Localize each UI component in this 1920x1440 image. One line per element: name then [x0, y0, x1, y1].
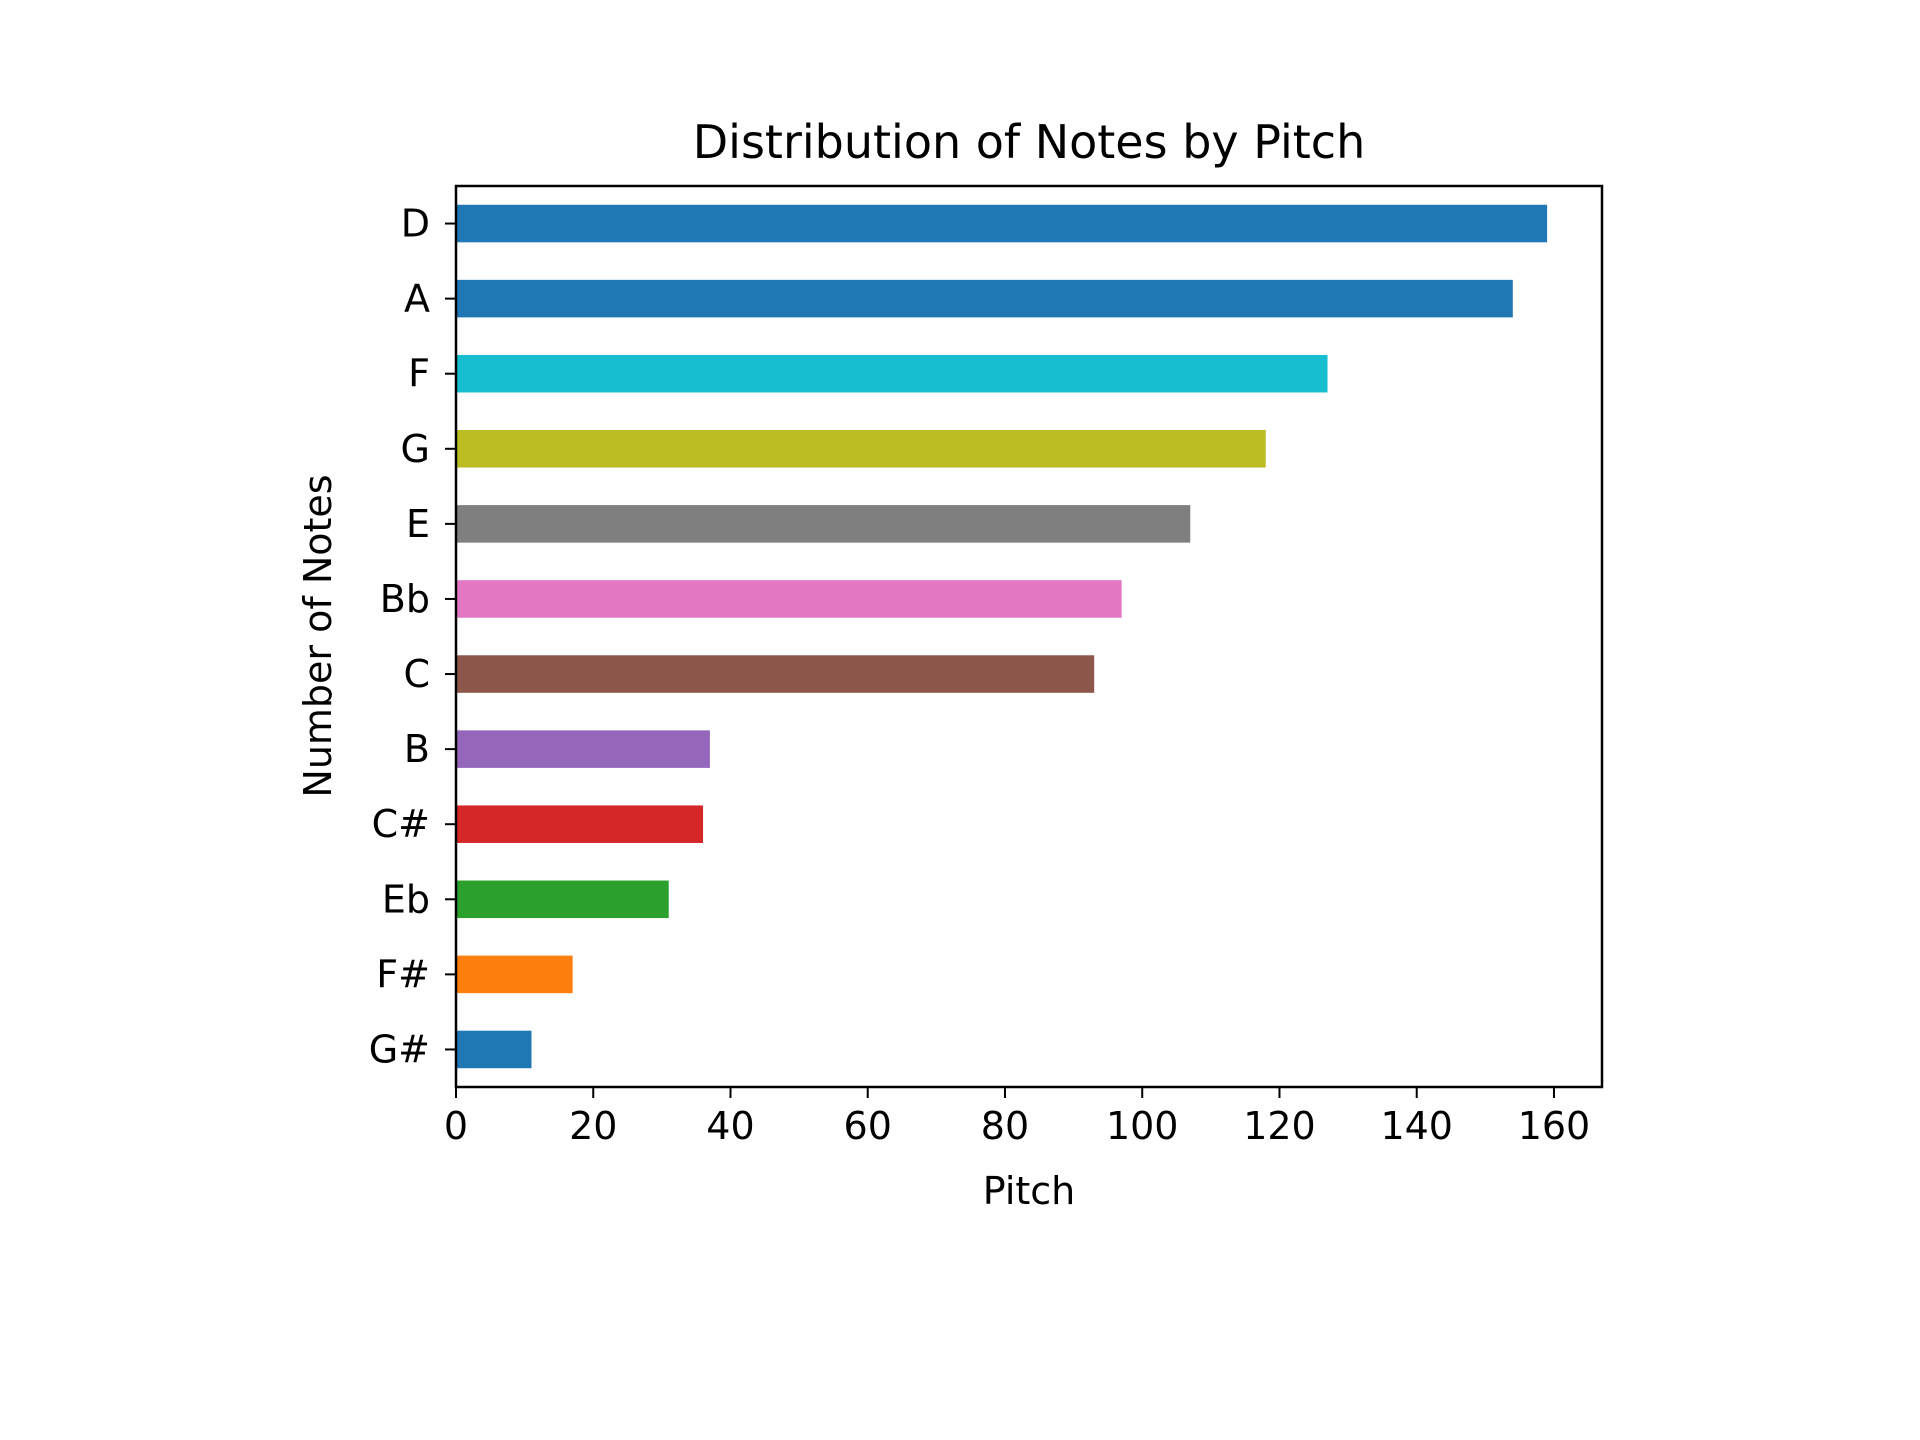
y-tick-label: C# [372, 802, 430, 846]
bar-C# [456, 805, 704, 843]
bars-group [456, 204, 1548, 1069]
y-tick-label: E [406, 502, 430, 546]
x-tick-label: 20 [569, 1104, 617, 1148]
x-axis-label: Pitch [983, 1169, 1076, 1213]
bar-A [456, 279, 1513, 318]
x-tick-label: 160 [1518, 1104, 1591, 1148]
y-tick-label: G# [369, 1027, 430, 1071]
x-axis-ticks: 0 20 40 60 80 100 120 140 160 [444, 1087, 1590, 1148]
y-tick-label: Bb [380, 577, 430, 621]
x-tick-label: 40 [706, 1104, 754, 1148]
y-tick-label: G [401, 427, 430, 471]
y-axis-label: Number of Notes [296, 474, 340, 797]
bar-D [456, 204, 1548, 243]
bar-C [456, 655, 1095, 693]
y-tick-label: D [401, 202, 430, 246]
bar-E [456, 505, 1191, 543]
x-tick-label: 80 [981, 1104, 1029, 1148]
x-tick-label: 140 [1380, 1104, 1453, 1148]
y-tick-label: B [404, 727, 430, 771]
bar-G# [456, 1030, 532, 1069]
x-tick-label: 120 [1243, 1104, 1316, 1148]
bar-Bb [456, 580, 1122, 618]
y-tick-label: F [408, 352, 430, 396]
x-tick-label: 0 [444, 1104, 468, 1148]
bar-Eb [456, 880, 669, 919]
chart-title: Distribution of Notes by Pitch [693, 115, 1365, 169]
bar-B [456, 730, 710, 768]
bar-G [456, 430, 1266, 468]
y-tick-label: Eb [382, 877, 430, 921]
plot-frame [454, 184, 1604, 1089]
y-tick-label: A [404, 277, 430, 321]
bar-F [456, 354, 1328, 393]
y-tick-label: F# [376, 952, 430, 996]
y-tick-label: C [403, 652, 430, 696]
bar-F# [456, 955, 573, 994]
x-tick-label: 60 [844, 1104, 892, 1148]
x-tick-label: 100 [1106, 1104, 1179, 1148]
